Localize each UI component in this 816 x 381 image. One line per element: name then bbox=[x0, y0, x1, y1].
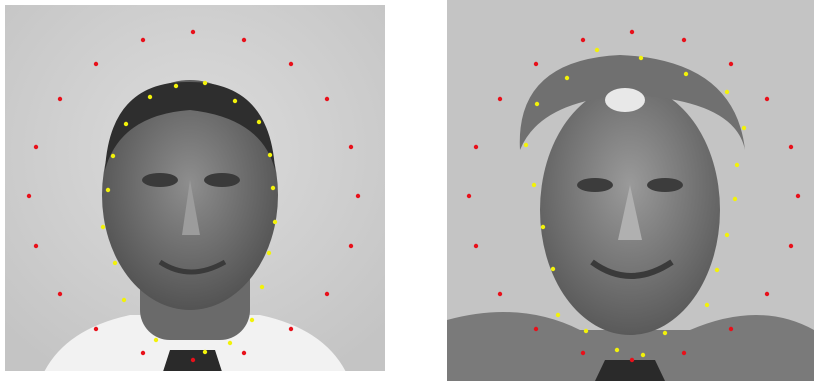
outer-point bbox=[191, 30, 195, 34]
contour-point bbox=[267, 251, 271, 255]
contour-point bbox=[535, 102, 539, 106]
outer-point bbox=[789, 145, 793, 149]
contour-point bbox=[556, 313, 560, 317]
outer-point bbox=[682, 351, 686, 355]
contour-point bbox=[584, 329, 588, 333]
contour-point bbox=[725, 90, 729, 94]
outer-point bbox=[58, 292, 62, 296]
contour-point bbox=[250, 318, 254, 322]
contour-point bbox=[273, 220, 277, 224]
outer-point bbox=[729, 327, 733, 331]
outer-point bbox=[27, 194, 31, 198]
contour-point bbox=[641, 353, 645, 357]
outer-point bbox=[789, 244, 793, 248]
page: (() => { const data = JSON.parse(documen… bbox=[0, 0, 816, 381]
outer-point bbox=[682, 38, 686, 42]
outer-point bbox=[141, 351, 145, 355]
contour-point bbox=[684, 72, 688, 76]
outer-point bbox=[467, 194, 471, 198]
contour-point bbox=[122, 298, 126, 302]
contour-point bbox=[268, 153, 272, 157]
contour-point bbox=[106, 188, 110, 192]
contour-point bbox=[174, 84, 178, 88]
contour-point bbox=[532, 183, 536, 187]
outer-point bbox=[534, 62, 538, 66]
contour-point bbox=[735, 163, 739, 167]
outer-point bbox=[581, 38, 585, 42]
outer-point bbox=[34, 145, 38, 149]
outer-point bbox=[289, 62, 293, 66]
outer-point bbox=[581, 351, 585, 355]
contour-point bbox=[663, 331, 667, 335]
contour-point bbox=[595, 48, 599, 52]
outer-point bbox=[498, 97, 502, 101]
outer-point bbox=[349, 244, 353, 248]
outer-point bbox=[474, 244, 478, 248]
contour-point bbox=[124, 122, 128, 126]
outer-point bbox=[534, 327, 538, 331]
outer-point bbox=[58, 97, 62, 101]
contour-point bbox=[565, 76, 569, 80]
contour-point bbox=[733, 197, 737, 201]
outer-point bbox=[474, 145, 478, 149]
contour-point bbox=[228, 341, 232, 345]
contour-point bbox=[271, 186, 275, 190]
outer-point bbox=[242, 351, 246, 355]
contour-point bbox=[541, 225, 545, 229]
contour-point bbox=[101, 225, 105, 229]
contour-point bbox=[725, 233, 729, 237]
contour-point bbox=[113, 261, 117, 265]
outer-point bbox=[765, 97, 769, 101]
outer-point bbox=[729, 62, 733, 66]
contour-point bbox=[257, 120, 261, 124]
outer-point bbox=[325, 292, 329, 296]
contour-point bbox=[715, 268, 719, 272]
contour-point bbox=[742, 126, 746, 130]
outer-point bbox=[356, 194, 360, 198]
outer-point bbox=[630, 30, 634, 34]
contour-point bbox=[705, 303, 709, 307]
outer-point bbox=[94, 62, 98, 66]
scene bbox=[0, 0, 816, 381]
left-photo bbox=[5, 5, 385, 381]
contour-point bbox=[615, 348, 619, 352]
contour-point bbox=[111, 154, 115, 158]
contour-point bbox=[154, 338, 158, 342]
outer-point bbox=[765, 292, 769, 296]
contour-point bbox=[203, 81, 207, 85]
contour-point bbox=[551, 267, 555, 271]
contour-point bbox=[148, 95, 152, 99]
contour-point bbox=[639, 56, 643, 60]
outer-point bbox=[34, 244, 38, 248]
outer-point bbox=[141, 38, 145, 42]
outer-point bbox=[325, 97, 329, 101]
outer-point bbox=[242, 38, 246, 42]
outer-point bbox=[498, 292, 502, 296]
outer-point bbox=[796, 194, 800, 198]
right-photo bbox=[447, 0, 814, 381]
contour-point bbox=[203, 350, 207, 354]
outer-point bbox=[289, 327, 293, 331]
outer-point bbox=[191, 358, 195, 362]
outer-point bbox=[94, 327, 98, 331]
outer-point bbox=[349, 145, 353, 149]
contour-point bbox=[524, 143, 528, 147]
contour-point bbox=[233, 99, 237, 103]
outer-point bbox=[630, 358, 634, 362]
contour-point bbox=[260, 285, 264, 289]
